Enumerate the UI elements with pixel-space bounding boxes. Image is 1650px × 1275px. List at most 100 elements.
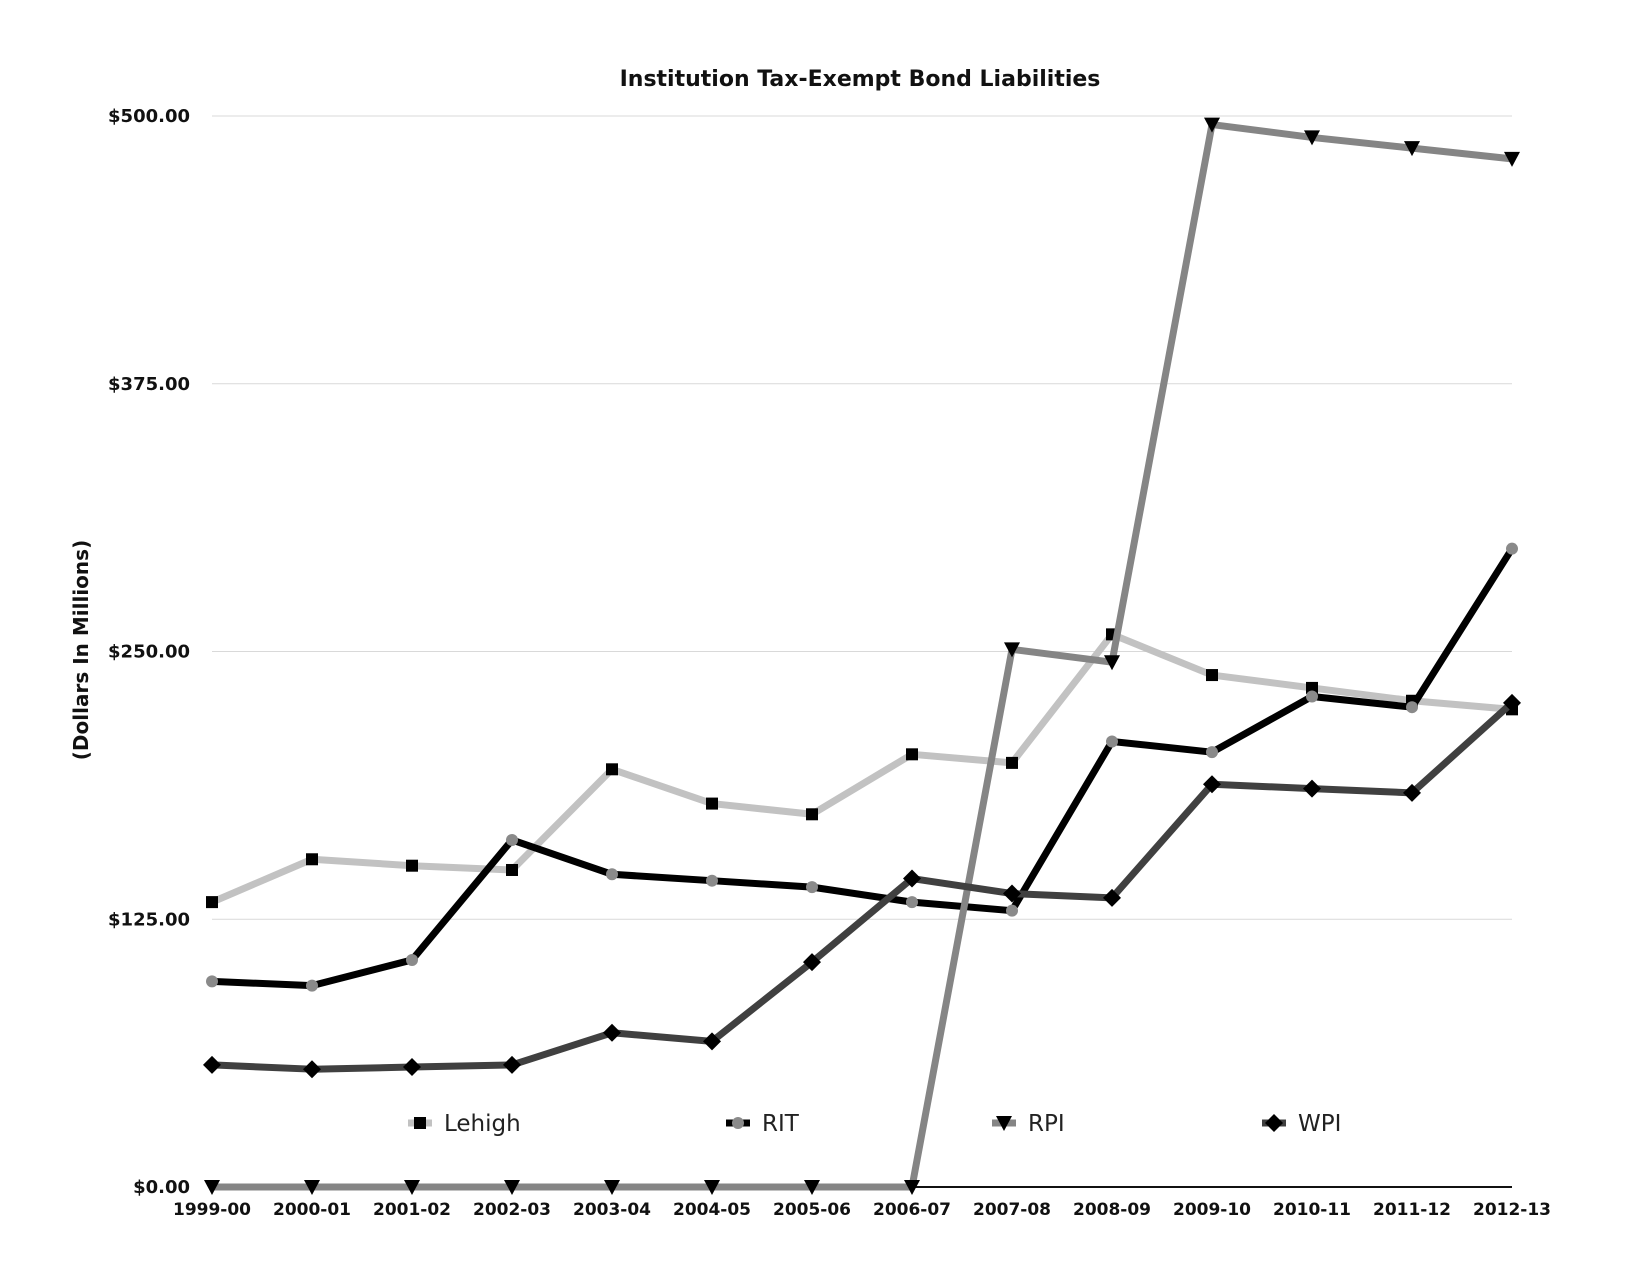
point-wpi [703,1032,721,1051]
point-wpi [1303,779,1321,798]
point-rit [906,896,918,909]
legend-marker-wpi [1265,1114,1283,1132]
series-wpi [203,693,1521,1079]
point-rit [606,868,618,881]
y-tick-label: $375.00 [108,374,190,395]
legend-item-wpi: WPI [1262,1111,1341,1137]
legend-label: Lehigh [444,1111,521,1137]
point-lehigh [1306,681,1318,694]
point-lehigh [206,896,218,909]
x-tick-label: 2004-05 [673,1200,751,1220]
y-tick-label: $500.00 [108,106,190,127]
point-wpi [503,1055,521,1074]
legend-marker-rpi [996,1116,1012,1131]
point-rit [806,881,818,894]
x-tick-label: 2012-13 [1473,1200,1551,1220]
point-rpi [404,1180,420,1195]
point-rit [206,975,218,988]
point-rit [1506,542,1518,555]
legend-label: WPI [1298,1111,1341,1137]
point-lehigh [606,763,618,776]
x-tick-label: 2009-10 [1173,1200,1251,1220]
point-rpi [504,1180,520,1195]
point-rpi [1304,130,1320,146]
point-lehigh [806,808,818,821]
point-wpi [1403,783,1421,802]
point-rpi [1204,117,1220,133]
point-wpi [1503,693,1521,712]
legend-item-lehigh: Lehigh [408,1111,521,1137]
point-rpi [604,1180,620,1195]
point-wpi [903,869,921,888]
point-rit [1306,690,1318,703]
point-rpi [1004,642,1020,658]
series-rit [206,542,1518,992]
point-rit [406,953,418,966]
point-rpi [1104,655,1120,671]
y-axis-label: (Dollars In Millions) [69,540,93,760]
x-tick-label: 2010-11 [1273,1200,1351,1220]
point-lehigh [1206,669,1218,682]
x-tick-label: 2007-08 [973,1200,1051,1220]
point-rit [1006,904,1018,917]
chart-title: Institution Tax-Exempt Bond Liabilities [620,67,1101,92]
point-wpi [403,1058,421,1077]
point-rpi [1404,141,1420,157]
point-rpi [1504,151,1520,167]
point-rit [1406,701,1418,714]
x-tick-label: 2002-03 [473,1200,551,1220]
point-rpi [804,1180,820,1195]
point-wpi [1203,775,1221,794]
x-tick-label: 2006-07 [873,1200,951,1220]
point-rit [706,874,718,887]
point-wpi [803,953,821,972]
x-tick-label: 2008-09 [1073,1200,1151,1220]
point-rit [306,979,318,992]
legend-marker-rit [732,1117,744,1129]
x-tick-label: 2000-01 [273,1200,351,1220]
legend-marker-lehigh [414,1117,426,1129]
point-lehigh [1006,756,1018,769]
series-lehigh [206,628,1518,909]
x-tick-label: 2003-04 [573,1200,651,1220]
point-lehigh [906,748,918,761]
legend-item-rit: RIT [726,1111,800,1137]
series-line-rit [208,545,1516,990]
point-wpi [1103,888,1121,907]
series-line-rpi [208,121,1516,1191]
point-rit [1106,735,1118,748]
series-rpi [204,117,1520,1195]
legend-item-rpi: RPI [992,1111,1065,1137]
point-lehigh [706,797,718,810]
x-tick-label: 2001-02 [373,1200,451,1220]
legend-label: RIT [762,1111,800,1137]
point-rpi [904,1180,920,1195]
series-lines [203,117,1521,1195]
axes: 1999-00 2000-01 2001-02 2002-03 2003-04 2004-… [173,1186,1551,1220]
series-line-lehigh [208,630,1516,906]
point-lehigh [506,863,518,876]
point-lehigh [306,853,318,866]
legend-label: RPI [1028,1111,1065,1137]
x-tick-label: 2011-12 [1373,1200,1451,1220]
legend: Lehigh RIT RPI WPI [408,1111,1341,1137]
y-tick-label: $125.00 [108,909,190,930]
point-wpi [1003,884,1021,903]
point-rpi [204,1180,220,1195]
point-rit [1206,746,1218,759]
point-wpi [303,1060,321,1079]
point-wpi [203,1055,221,1074]
series-line-wpi [208,699,1516,1073]
x-tick-label: 2005-06 [773,1200,851,1220]
y-tick-label: $250.00 [108,642,190,663]
point-wpi [603,1023,621,1042]
point-rpi [704,1180,720,1195]
gridlines: $0.00 $125.00 $250.00 $375.00 $500.00 [108,106,1512,1198]
x-tick-label: 1999-00 [173,1200,251,1220]
point-rpi [304,1180,320,1195]
y-tick-label: $0.00 [133,1177,190,1198]
point-rit [506,833,518,846]
point-lehigh [406,859,418,872]
